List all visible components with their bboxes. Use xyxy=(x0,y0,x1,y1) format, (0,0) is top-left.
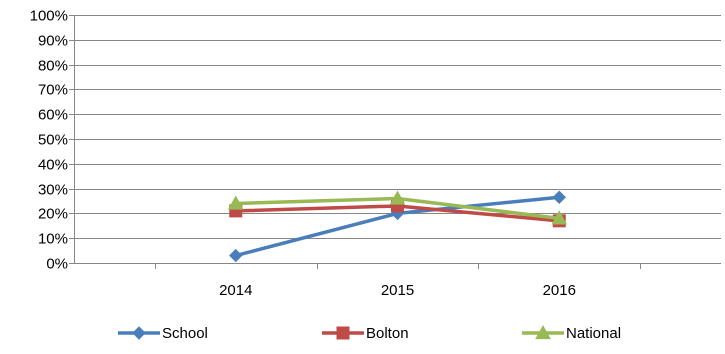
data-point-school xyxy=(552,190,566,204)
y-tick-label: 30% xyxy=(38,182,68,199)
data-point-school xyxy=(229,248,243,263)
x-tick-label: 2016 xyxy=(543,282,576,299)
x-tick-label: 2015 xyxy=(381,282,414,299)
y-tick-label: 80% xyxy=(38,58,68,75)
legend: School Bolton National xyxy=(118,324,621,342)
data-point-national xyxy=(551,210,568,225)
series-school xyxy=(229,190,566,263)
y-tick-label: 0% xyxy=(46,256,68,273)
legend-marker-national xyxy=(535,324,551,340)
series-national xyxy=(227,190,568,225)
legend-label-national: National xyxy=(566,325,621,342)
legend-item-school: School xyxy=(118,325,208,342)
y-tick-label: 60% xyxy=(38,107,68,124)
data-point-national xyxy=(227,195,244,210)
series-group xyxy=(227,190,568,263)
legend-marker-school xyxy=(132,326,146,340)
y-tick-label: 20% xyxy=(38,206,68,223)
legend-label-school: School xyxy=(162,325,208,342)
gridlines xyxy=(74,15,721,239)
legend-item-national: National xyxy=(522,324,621,342)
axes: 0% 10% 20% 30% 40% 50% 60% 70% 80% 90% 100% 2014 201… xyxy=(30,8,721,299)
data-point-national xyxy=(389,190,406,205)
y-tick-label: 50% xyxy=(38,132,68,149)
legend-marker-bolton xyxy=(336,326,350,340)
y-tick-label: 100% xyxy=(30,8,68,25)
legend-label-bolton: Bolton xyxy=(366,325,409,342)
legend-item-bolton: Bolton xyxy=(322,325,409,342)
y-tick-label: 70% xyxy=(38,82,68,99)
x-tick-label: 2014 xyxy=(219,282,252,299)
y-tick-label: 90% xyxy=(38,33,68,50)
y-tick-label: 10% xyxy=(38,231,68,248)
y-tick-label: 40% xyxy=(38,157,68,174)
